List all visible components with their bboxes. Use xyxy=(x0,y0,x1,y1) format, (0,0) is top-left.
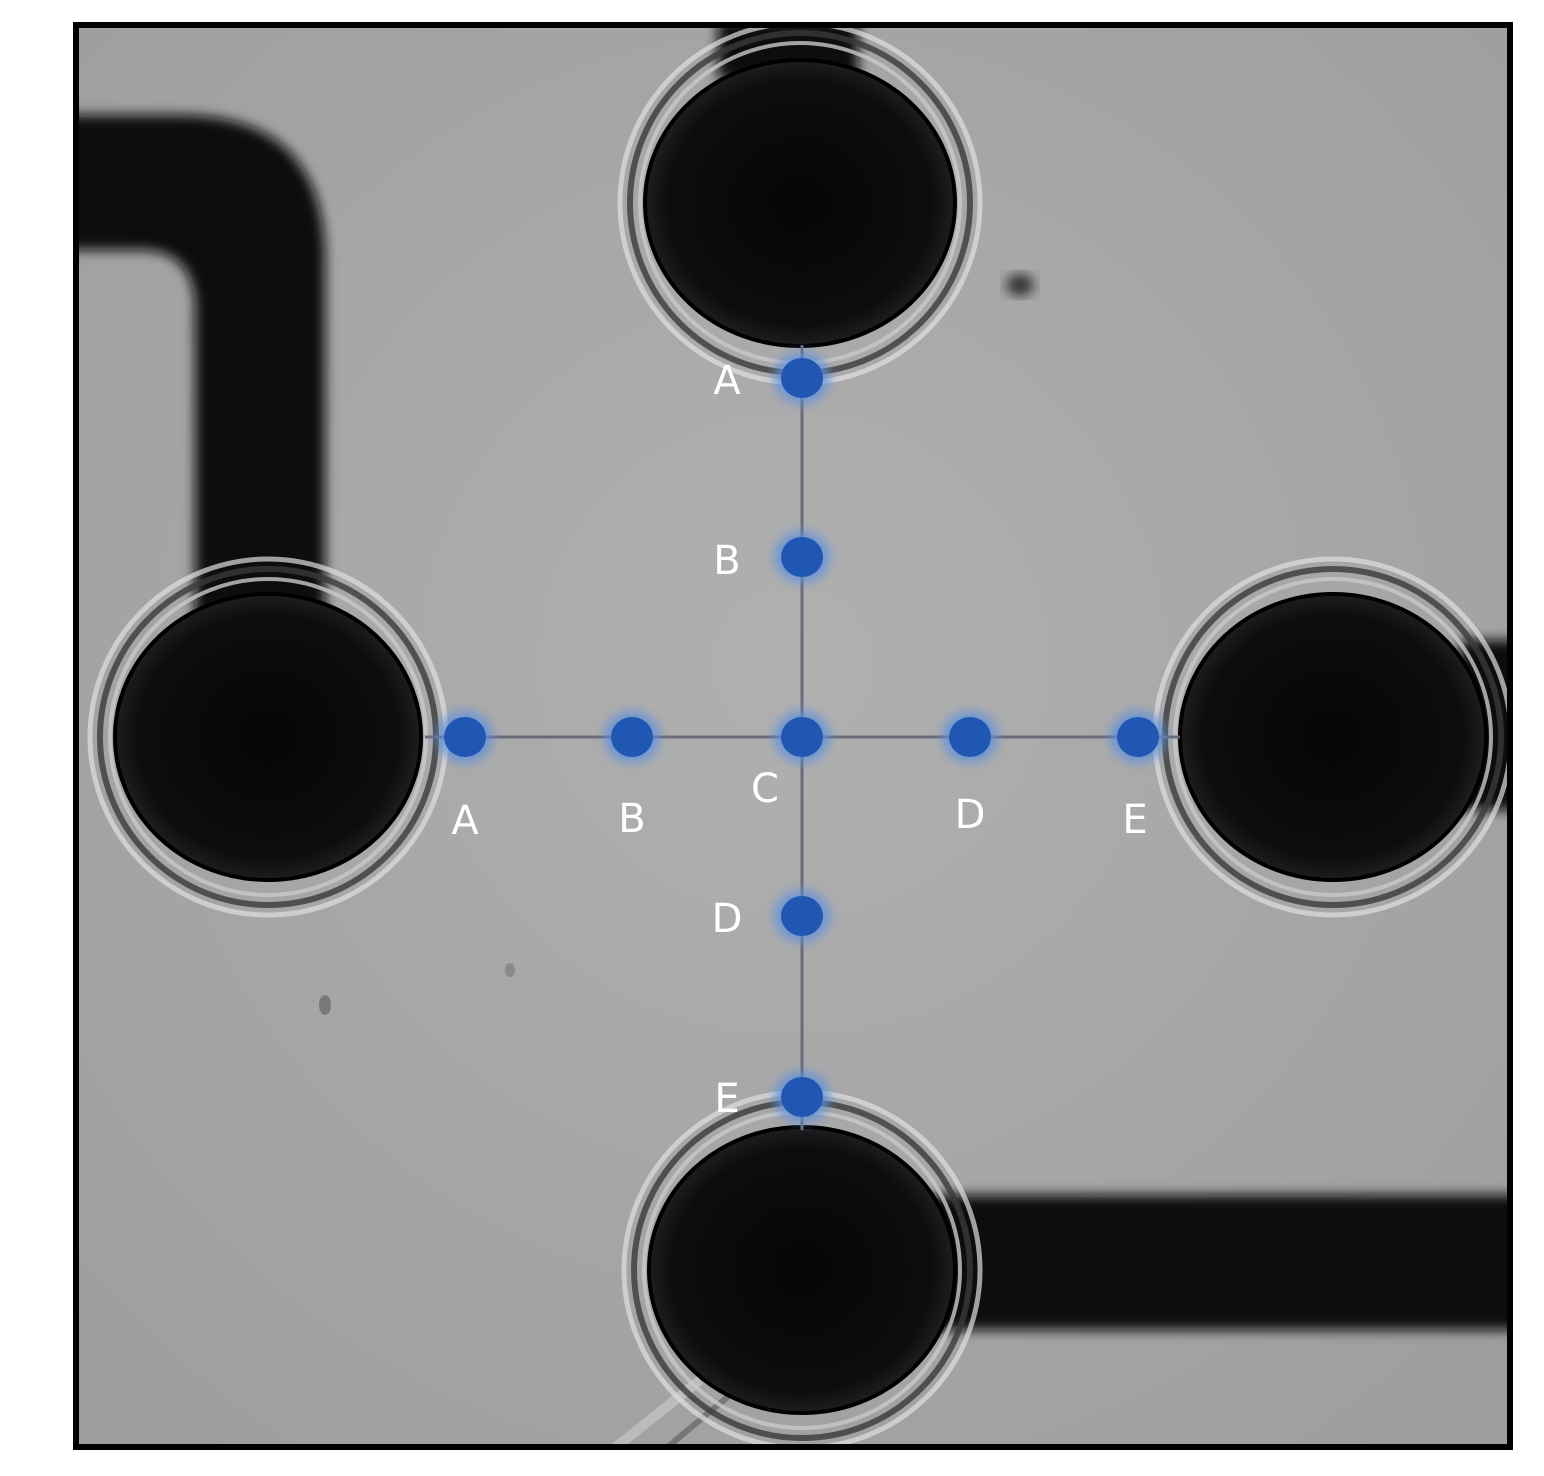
micrograph: A B D E A B C D E xyxy=(60,20,1544,1470)
point-label: A xyxy=(451,798,479,844)
point-marker xyxy=(781,1077,823,1117)
point-label: B xyxy=(618,796,645,842)
debris-speck xyxy=(505,963,515,977)
post-right xyxy=(1155,559,1511,915)
point-marker xyxy=(781,358,823,398)
debris-speck xyxy=(319,995,331,1015)
post-left xyxy=(90,559,446,915)
point-marker xyxy=(781,896,823,936)
point-label: D xyxy=(955,792,986,838)
point-label: B xyxy=(713,538,740,584)
point-marker xyxy=(444,717,486,757)
post-top xyxy=(620,23,980,383)
point-label: E xyxy=(1122,797,1147,843)
post-bottom xyxy=(624,1092,980,1448)
point-marker xyxy=(781,717,823,757)
point-marker xyxy=(611,717,653,757)
point-label: D xyxy=(712,896,743,942)
point-marker xyxy=(949,717,991,757)
point-label: C xyxy=(751,766,779,812)
point-label: A xyxy=(713,358,741,404)
point-marker xyxy=(1117,717,1159,757)
debris-speck xyxy=(1006,274,1034,296)
point-label: E xyxy=(714,1076,739,1122)
point-marker xyxy=(781,537,823,577)
